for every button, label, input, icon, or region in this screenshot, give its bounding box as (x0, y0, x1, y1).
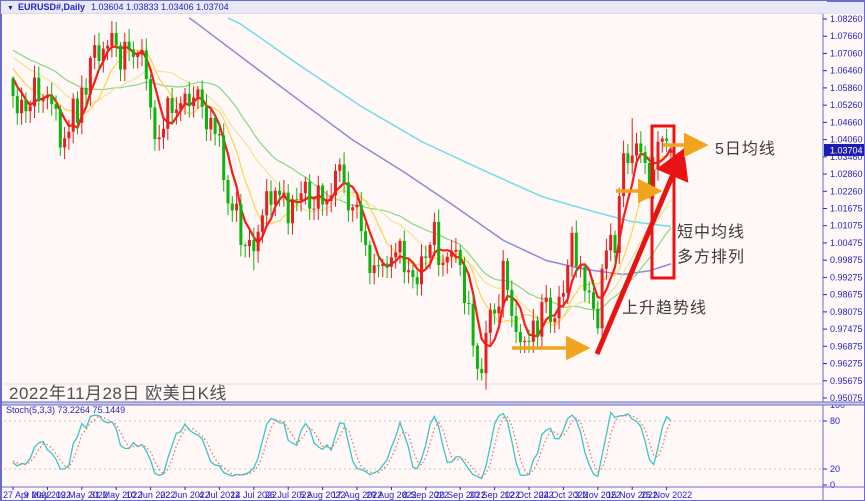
date-axis-label: 3 Nov 2022 (575, 490, 621, 500)
price-axis-label: 1.02860 (830, 169, 863, 179)
price-axis[interactable]: 1.08260 1.07660 1.07060 1.06460 1.05860 1.052… (823, 14, 865, 490)
price-axis-label: 1.00475 (830, 238, 863, 248)
date-axis-label: 26 Jul 2022 (265, 490, 312, 500)
date-axis-label: 20 Sep 2022 (435, 490, 486, 500)
date-axis-label: 9 May 2022 (24, 490, 71, 500)
date-axis-label: 19 May 2022 (56, 490, 108, 500)
price-axis-label: 1.05860 (830, 83, 863, 93)
stoch-axis-label: 0 (830, 480, 835, 490)
annotations-layer (512, 124, 709, 361)
stoch-axis-label: 80 (830, 416, 840, 426)
ma-line-ma5 (12, 45, 672, 348)
price-axis-label: 1.01675 (830, 204, 863, 214)
price-axis-label: 0.98675 (830, 290, 863, 300)
date-axis-label: 4 Jul 2022 (199, 490, 241, 500)
date-axis-label: 22 Jun 2022 (160, 490, 210, 500)
ma-line-ma120 (227, 17, 671, 228)
date-axis-label: 30 Sep 2022 (469, 490, 520, 500)
price-axis-label: 1.04060 (830, 135, 863, 145)
chart-title-bar: ▼ EURUSD#,Daily 1.03604 1.03833 1.03406 1.… (1, 1, 827, 14)
current-price-box (824, 143, 864, 156)
price-axis-label: 1.08260 (830, 14, 863, 24)
date-axis-label: 24 Oct 2022 (539, 490, 588, 500)
annotation-trendline-text: 上升趋势线 (622, 300, 708, 317)
price-axis-label: 1.04660 (830, 117, 863, 127)
price-axis-label: 0.99875 (830, 255, 863, 265)
price-axis-label: 0.95675 (830, 376, 863, 386)
price-axis-label: 0.95075 (830, 393, 863, 403)
date-axis-label: 25 Nov 2022 (641, 490, 692, 500)
price-axis-label: 0.96875 (830, 341, 863, 351)
date-axis-label: 15 Nov 2022 (607, 490, 658, 500)
price-axis-label: 1.03460 (830, 152, 863, 162)
date-axis-label: 14 Jul 2022 (231, 490, 278, 500)
chart-menu-icon[interactable]: ▼ (7, 5, 14, 12)
price-axis-label: 1.01075 (830, 221, 863, 231)
price-axis-label: 0.96275 (830, 359, 863, 369)
price-plot-layer (11, 17, 673, 390)
annotation-ma5-text: 5日均线 (715, 141, 776, 158)
ohlc-values: 1.03604 1.03833 1.03406 1.03704 (90, 2, 229, 12)
stoch-d-line (12, 414, 672, 478)
price-axis-label: 1.07060 (830, 48, 863, 58)
price-axis-label: 1.02260 (830, 186, 863, 196)
date-axis-label: 31 May 2022 (90, 490, 142, 500)
date-axis-label: 27 Apr 2022 (3, 490, 52, 500)
date-axis-label: 29 Aug 2022 (366, 490, 417, 500)
date-axis-label: 12 Oct 2022 (504, 490, 553, 500)
date-axis-label: 10 Jun 2022 (126, 490, 176, 500)
trendline-arrow[interactable] (594, 148, 689, 355)
stoch-axis-label: 20 (830, 464, 840, 474)
price-axis-label: 0.98075 (830, 307, 863, 317)
price-axis-label: 0.97475 (830, 324, 863, 334)
symbol-timeframe-label: EURUSD#,Daily (17, 2, 85, 12)
price-axis-label: 1.05260 (830, 100, 863, 110)
date-axis-label: 17 Aug 2022 (332, 490, 383, 500)
price-axis-label: 1.06460 (830, 66, 863, 76)
stochastic-panel[interactable] (12, 411, 672, 480)
annotation-alignment-line1: 短中均线 (677, 224, 746, 241)
price-axis-label: 1.07660 (830, 31, 863, 41)
annotation-alignment-line2: 多方排列 (677, 249, 746, 266)
date-axis-label: 5 Aug 2022 (300, 490, 346, 500)
candles-layer (11, 21, 673, 390)
stoch-k-line (12, 411, 672, 480)
ma-line-ma10 (12, 48, 672, 326)
stochastic-label: Stoch(5,3,3) 73.2264 75.1449 (6, 405, 126, 415)
date-axis-label: 8 Sep 2022 (403, 490, 449, 500)
annotation-alignment-text: 短中均线 多方排列 (677, 220, 745, 270)
price-axis-label: 0.99275 (830, 272, 863, 282)
ma-line-ma60 (188, 17, 672, 276)
current-price-value: 1.03704 (830, 145, 863, 155)
date-caption: 2022年11月28日 欧美日K线 (9, 384, 227, 403)
